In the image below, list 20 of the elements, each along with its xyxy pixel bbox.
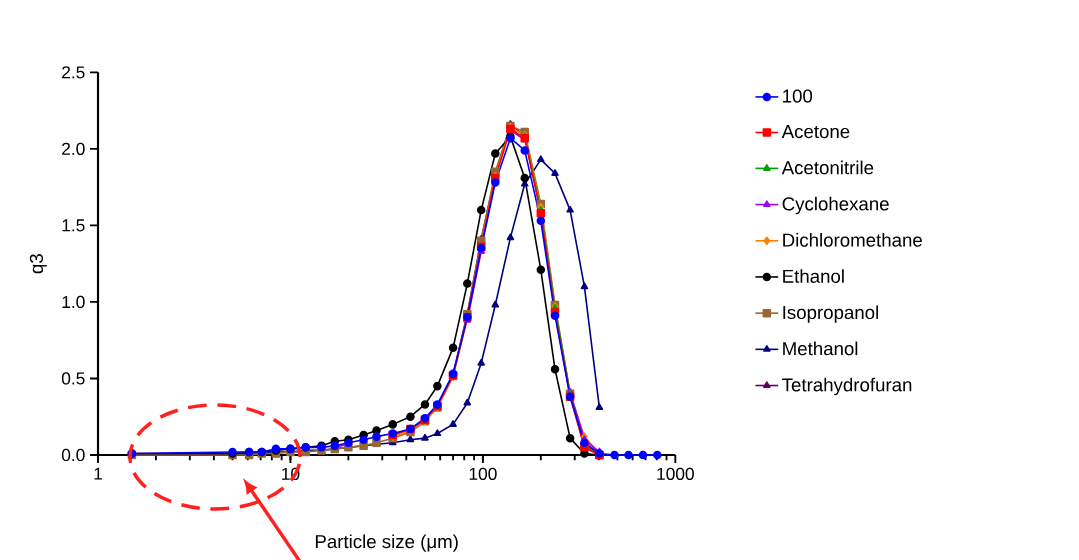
y-tick-label: 0.5 [61, 372, 85, 385]
legend-label: Tetrahydrofuran [782, 377, 912, 396]
y-tick-label: 0.0 [61, 448, 85, 462]
x-tick-label: 1000 [657, 467, 694, 480]
y-tick-label: 1.0 [62, 295, 85, 309]
x-axis-title: Particle size (μm) [315, 534, 458, 552]
y-tick-label: 2.5 [62, 66, 85, 79]
legend-label: Dichloromethane [783, 233, 922, 247]
legend-label: Cyclohexane [782, 196, 889, 215]
legend-label: Acetone [781, 125, 850, 139]
legend-label: Acetonitrile [781, 160, 874, 175]
legend-label: 100 [783, 89, 813, 103]
x-tick-label: 1 [94, 467, 102, 480]
legend-label: Methanol [783, 341, 858, 356]
y-axis-title: q3 [29, 254, 47, 274]
y-tick-label: 1.5 [62, 219, 85, 232]
x-tick-label: 100 [469, 467, 497, 480]
legend-label: Ethanol [783, 269, 844, 283]
legend-label: Isopropanol [783, 305, 878, 323]
y-tick-label: 2.0 [62, 142, 85, 155]
